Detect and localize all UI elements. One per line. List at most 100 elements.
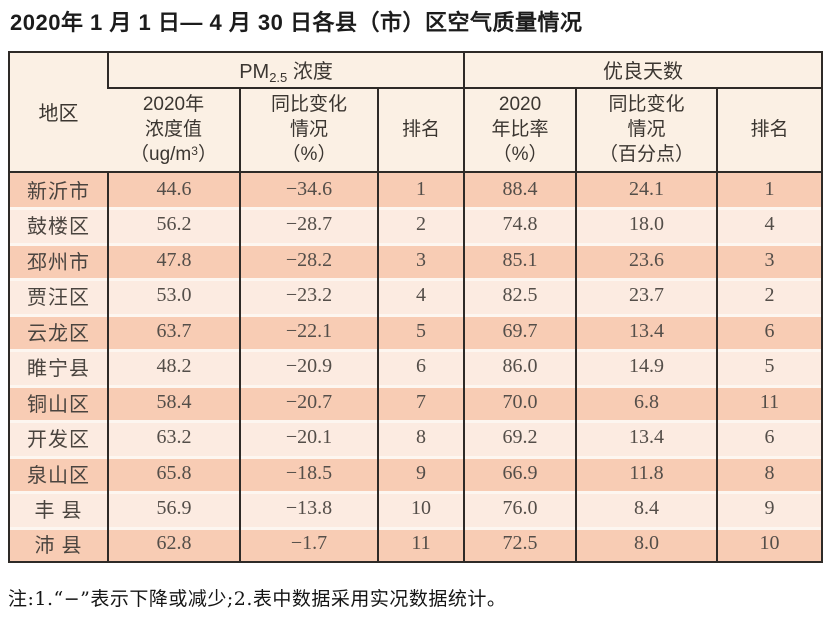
column-header-good-ratio: 2020 年比率 （%）: [463, 87, 577, 173]
cell-good-ratio: 85.1: [463, 242, 577, 279]
cell-pm-value: 63.2: [107, 420, 240, 456]
cell-good-ratio: 86.0: [463, 349, 577, 385]
cell-good-rank: 8: [716, 455, 823, 492]
cell-good-rank: 6: [716, 313, 823, 350]
table-footnote: 注:1.“−”表示下降或减少;2.表中数据采用实况数据统计。: [8, 588, 507, 611]
header-group-row: 地区 PM2.5 浓度 优良天数: [9, 51, 823, 173]
cell-good-yoy: 18.0: [575, 207, 718, 243]
column-group-pm25: PM2.5 浓度: [106, 51, 465, 89]
cell-region: 丰 县: [9, 491, 108, 527]
cell-region: 铜山区: [9, 385, 108, 421]
table-row: 丰 县 56.9 −13.8 10 76.0 8.4 9: [9, 491, 823, 527]
page-title: 2020年 1 月 1 日— 4 月 30 日各县（市）区空气质量情况: [10, 10, 583, 35]
cell-region: 云龙区: [9, 314, 108, 350]
cell-region: 贾汪区: [9, 278, 108, 314]
cell-pm-yoy: −20.7: [239, 384, 378, 421]
cell-region: 鼓楼区: [9, 207, 108, 243]
cell-pm-yoy: −20.9: [239, 349, 378, 385]
cell-pm-rank: 5: [376, 313, 465, 350]
cell-pm-rank: 6: [376, 349, 465, 385]
cell-pm-yoy: −28.7: [239, 207, 378, 243]
cell-good-rank: 10: [716, 526, 823, 563]
table-body: 新沂市 44.6 −34.6 1 88.4 24.1 1 鼓楼区 56.2 −2…: [9, 171, 823, 563]
cell-good-yoy: 8.0: [575, 526, 718, 563]
cell-good-yoy: 23.6: [575, 242, 718, 279]
cell-good-rank: 4: [716, 207, 823, 243]
cell-pm-value: 56.2: [107, 207, 240, 243]
cell-good-rank: 3: [716, 242, 823, 279]
unit-superscript: 3: [191, 144, 198, 159]
cell-pm-yoy: −20.1: [239, 420, 378, 456]
pm25-label-suffix: 浓度: [287, 61, 333, 84]
column-header-region: 地区: [9, 51, 108, 173]
column-header-pm-yoy: 同比变化 情况 （%）: [239, 87, 378, 173]
cell-pm-rank: 9: [376, 455, 465, 492]
table-row: 新沂市 44.6 −34.6 1 88.4 24.1 1: [9, 171, 823, 208]
unit-open: （ug/m: [130, 144, 192, 166]
table-row: 云龙区 63.7 −22.1 5 69.7 13.4 6: [9, 313, 823, 350]
cell-good-yoy: 13.4: [575, 420, 718, 456]
cell-pm-rank: 4: [376, 278, 465, 314]
unit-close: ）: [197, 144, 217, 166]
pm-concentration-label: 2020年 浓度值: [142, 93, 205, 141]
cell-good-rank: 11: [716, 384, 823, 421]
cell-pm-value: 56.9: [107, 491, 240, 527]
cell-pm-rank: 7: [376, 384, 465, 421]
cell-region: 邳州市: [9, 243, 108, 279]
cell-good-rank: 1: [716, 171, 823, 208]
cell-region: 睢宁县: [9, 349, 108, 385]
cell-pm-rank: 8: [376, 420, 465, 456]
cell-good-yoy: 24.1: [575, 171, 718, 208]
column-group-good-days: 优良天数: [463, 51, 823, 89]
cell-region: 沛 县: [9, 527, 108, 563]
table-row: 铜山区 58.4 −20.7 7 70.0 6.8 11: [9, 384, 823, 421]
cell-pm-value: 48.2: [107, 349, 240, 385]
cell-good-yoy: 8.4: [575, 491, 718, 527]
column-header-pm-concentration: 2020年 浓度值 （ug/m3）: [108, 87, 240, 173]
cell-good-yoy: 13.4: [575, 313, 718, 350]
cell-good-rank: 5: [716, 349, 823, 385]
cell-pm-yoy: −28.2: [239, 242, 378, 279]
cell-pm-rank: 1: [376, 171, 465, 208]
table-row: 邳州市 47.8 −28.2 3 85.1 23.6 3: [9, 242, 823, 279]
cell-good-yoy: 23.7: [575, 278, 718, 314]
cell-good-ratio: 76.0: [463, 491, 577, 527]
table-row: 沛 县 62.8 −1.7 11 72.5 8.0 10: [9, 526, 823, 563]
cell-pm-value: 53.0: [107, 278, 240, 314]
table-row: 睢宁县 48.2 −20.9 6 86.0 14.9 5: [9, 349, 823, 385]
cell-good-ratio: 88.4: [463, 171, 577, 208]
cell-pm-value: 44.6: [107, 171, 240, 208]
cell-good-rank: 9: [716, 491, 823, 527]
column-header-pm-rank: 排名: [376, 87, 465, 173]
table-row: 贾汪区 53.0 −23.2 4 82.5 23.7 2: [9, 278, 823, 314]
cell-pm-yoy: −18.5: [239, 455, 378, 492]
cell-good-ratio: 82.5: [463, 278, 577, 314]
cell-pm-value: 63.7: [107, 313, 240, 350]
cell-pm-yoy: −22.1: [239, 313, 378, 350]
column-header-good-rank: 排名: [716, 87, 823, 173]
pm25-label-base: PM: [239, 61, 270, 84]
cell-good-ratio: 66.9: [463, 455, 577, 492]
cell-pm-yoy: −34.6: [239, 171, 378, 208]
cell-pm-rank: 3: [376, 242, 465, 279]
pm-concentration-unit: （ug/m3）: [108, 142, 239, 167]
cell-pm-rank: 2: [376, 207, 465, 243]
cell-pm-value: 62.8: [107, 526, 240, 563]
cell-pm-value: 58.4: [107, 384, 240, 421]
cell-good-ratio: 69.2: [463, 420, 577, 456]
air-quality-table: 地区 PM2.5 浓度 优良天数 2020年 浓度值 （ug/m3） 同比变化 …: [8, 50, 824, 564]
cell-pm-value: 47.8: [107, 242, 240, 279]
table-row: 鼓楼区 56.2 −28.7 2 74.8 18.0 4: [9, 207, 823, 243]
cell-pm-value: 65.8: [107, 455, 240, 492]
cell-good-yoy: 6.8: [575, 384, 718, 421]
cell-good-ratio: 69.7: [463, 313, 577, 350]
cell-good-ratio: 74.8: [463, 207, 577, 243]
cell-good-yoy: 14.9: [575, 349, 718, 385]
cell-good-rank: 2: [716, 278, 823, 314]
header-sub-row: 2020年 浓度值 （ug/m3） 同比变化 情况 （%） 排名 2020 年比…: [9, 87, 823, 173]
cell-good-ratio: 70.0: [463, 384, 577, 421]
cell-region: 泉山区: [9, 456, 108, 492]
table-row: 泉山区 65.8 −18.5 9 66.9 11.8 8: [9, 455, 823, 492]
cell-good-yoy: 11.8: [575, 455, 718, 492]
cell-region: 新沂市: [27, 181, 90, 204]
